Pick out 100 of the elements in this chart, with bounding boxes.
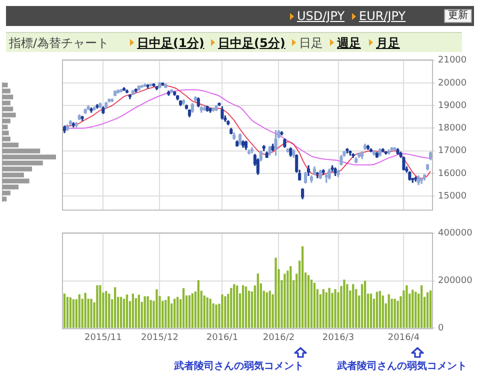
- bar: [256, 273, 259, 328]
- bar: [209, 298, 212, 328]
- bar: [426, 292, 429, 328]
- bar: [215, 304, 218, 328]
- bar: [108, 294, 110, 328]
- bar: [188, 295, 191, 328]
- text: USD/JPY: [297, 9, 345, 23]
- bar: [420, 285, 423, 328]
- bar: [414, 292, 417, 328]
- bar: [221, 294, 224, 328]
- y-tick-label: 20000: [438, 78, 467, 88]
- bar: [176, 296, 179, 328]
- text: 武者陵司さんの弱気コメント: [174, 360, 304, 373]
- bar: [307, 275, 310, 328]
- bar: [132, 294, 134, 328]
- bar: [78, 294, 80, 328]
- bar: [388, 294, 390, 328]
- bar: [144, 296, 146, 328]
- bar: [164, 300, 167, 328]
- bar: [406, 285, 408, 328]
- bar: [328, 288, 330, 328]
- text: 日足: [299, 35, 323, 52]
- bar: [99, 285, 102, 328]
- x-tick-label: 2015/12: [141, 332, 178, 343]
- bar: [334, 289, 336, 328]
- bar: [174, 298, 176, 328]
- bar: [120, 296, 122, 328]
- y-tick-label: 15000: [438, 191, 467, 202]
- y-tick-label: 17000: [438, 146, 467, 156]
- bar: [233, 284, 236, 328]
- bar: [322, 289, 324, 328]
- bar: [274, 258, 277, 328]
- bar: [382, 295, 384, 328]
- y-tick-label: 19000: [438, 100, 467, 111]
- bar: [266, 292, 268, 328]
- y-tick-label: 400000: [438, 228, 473, 239]
- bar: [72, 299, 74, 328]
- x-tick-label: 2016/1: [206, 332, 238, 343]
- bar: [66, 296, 69, 328]
- bar: [114, 287, 116, 328]
- bar: [343, 280, 346, 328]
- bar: [224, 296, 226, 328]
- text: 週足: [337, 35, 361, 52]
- text: 更新: [444, 9, 472, 23]
- bar: [206, 297, 208, 328]
- bar: [244, 286, 248, 328]
- bar: [69, 297, 72, 328]
- bar: [390, 298, 393, 328]
- text: EUR/JPY: [359, 9, 406, 23]
- bar: [412, 290, 414, 328]
- bar: [156, 289, 158, 328]
- bar: [378, 290, 381, 328]
- bar: [96, 285, 98, 328]
- bar: [212, 303, 214, 328]
- bar: [197, 280, 200, 328]
- bar: [168, 296, 170, 328]
- bar: [203, 295, 206, 328]
- text: 日中足(1分): [137, 35, 204, 52]
- bar: [63, 294, 66, 328]
- x-tick-label: 2016/4: [388, 332, 420, 343]
- bar: [122, 298, 126, 328]
- bar: [242, 285, 244, 328]
- text: 武者陵司さんの弱気コメント: [337, 360, 467, 373]
- bar: [325, 292, 328, 328]
- bar: [284, 274, 286, 328]
- bar: [313, 282, 316, 328]
- y-tick-label: 21000: [438, 56, 467, 66]
- bar: [352, 284, 354, 328]
- bar: [290, 266, 292, 328]
- bar: [429, 290, 432, 328]
- text: 指標/為替チャート: [9, 35, 110, 52]
- bar: [90, 298, 92, 328]
- x-tick-label: 2016/2: [262, 332, 295, 343]
- bar: [394, 298, 396, 328]
- bar: [191, 293, 194, 328]
- candlestick: [316, 172, 319, 178]
- text: 月足: [376, 35, 400, 52]
- bar: [364, 280, 366, 328]
- x-tick-label: 2016/3: [322, 332, 354, 343]
- bar: [138, 294, 140, 328]
- bar: [236, 286, 238, 328]
- bar: [268, 290, 271, 328]
- bar: [370, 294, 372, 328]
- bar: [248, 290, 250, 328]
- y-tick-label: 16000: [438, 168, 467, 179]
- y-tick-label: 18000: [438, 124, 467, 134]
- bar: [230, 288, 232, 328]
- x-tick-label: 2015/11: [84, 332, 122, 343]
- bar: [301, 246, 304, 328]
- bar: [376, 292, 378, 328]
- bar: [361, 284, 364, 328]
- bar: [150, 300, 152, 328]
- bar: [84, 292, 86, 328]
- bar: [146, 296, 149, 328]
- bar: [182, 288, 185, 328]
- y-tick-label: 0: [438, 324, 444, 334]
- bar: [105, 290, 108, 328]
- bar: [126, 294, 128, 328]
- text: 日中足(5分): [218, 35, 286, 52]
- y-tick-label: 200000: [438, 276, 473, 286]
